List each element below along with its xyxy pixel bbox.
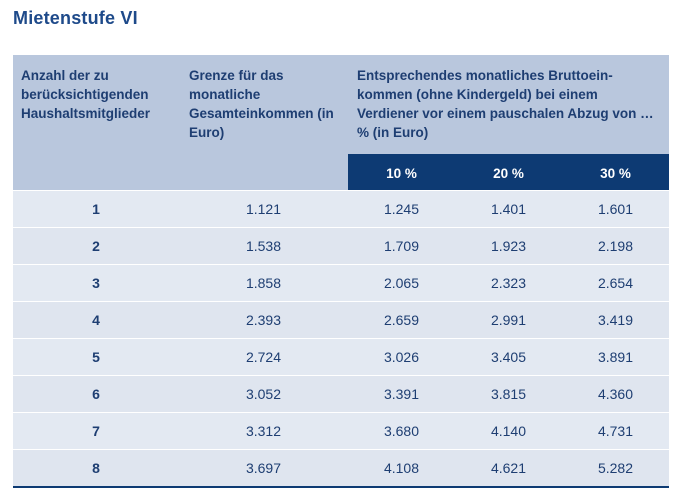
cell-limit: 3.052: [245, 386, 282, 402]
cell-p30: 1.601: [597, 201, 634, 217]
cell-members: 3: [92, 275, 100, 291]
header-pct-20: 20 %: [493, 166, 524, 181]
cell-members: 8: [92, 460, 100, 476]
header-deduction-percentages: 10 % 20 % 30 %: [348, 154, 669, 190]
cell-p30: 4.360: [597, 386, 634, 402]
cell-p20: 2.991: [490, 312, 527, 328]
cell-members: 7: [92, 423, 100, 439]
cell-p20: 3.815: [490, 386, 527, 402]
table-row: 3 1.858 2.065 2.323 2.654: [13, 264, 669, 301]
cell-p30: 2.654: [597, 275, 634, 291]
cell-p10: 3.026: [383, 349, 420, 365]
cell-members: 1: [92, 201, 100, 217]
table-row: 2 1.538 1.709 1.923 2.198: [13, 227, 669, 264]
cell-p10: 3.391: [383, 386, 420, 402]
cell-limit: 1.538: [245, 238, 282, 254]
cell-p30: 2.198: [597, 238, 634, 254]
table-row: 7 3.312 3.680 4.140 4.731: [13, 412, 669, 449]
table-row: 1 1.121 1.245 1.401 1.601: [13, 190, 669, 227]
cell-p10: 2.659: [383, 312, 420, 328]
cell-p30: 3.419: [597, 312, 634, 328]
cell-p20: 2.323: [490, 275, 527, 291]
cell-limit: 1.858: [245, 275, 282, 291]
table-row: 6 3.052 3.391 3.815 4.360: [13, 375, 669, 412]
cell-limit: 3.312: [245, 423, 282, 439]
cell-p10: 4.108: [383, 460, 420, 476]
header-pct-30: 30 %: [600, 166, 631, 181]
table-bottom-rule: [13, 486, 669, 488]
cell-p20: 1.401: [490, 201, 527, 217]
income-limit-table: Anzahl der zu berücksichtigenden Haushal…: [13, 55, 669, 488]
table-header: Anzahl der zu berücksichtigenden Haushal…: [13, 55, 669, 190]
cell-p30: 5.282: [597, 460, 634, 476]
page-title: Mietenstufe VI: [13, 8, 138, 28]
cell-p10: 2.065: [383, 275, 420, 291]
table-row: 5 2.724 3.026 3.405 3.891: [13, 338, 669, 375]
cell-members: 5: [92, 349, 100, 365]
cell-p20: 3.405: [490, 349, 527, 365]
cell-members: 4: [92, 312, 100, 328]
cell-p10: 1.709: [383, 238, 420, 254]
header-income-limit: Grenze für das monatliche Gesamteinkomme…: [189, 68, 334, 140]
table-row: 4 2.393 2.659 2.991 3.419: [13, 301, 669, 338]
table-row: 8 3.697 4.108 4.621 5.282: [13, 449, 669, 486]
table-body: 1 1.121 1.245 1.401 1.601 2 1.538 1.709 …: [13, 190, 669, 486]
cell-limit: 2.724: [245, 349, 282, 365]
header-pct-10: 10 %: [386, 166, 417, 181]
cell-members: 6: [92, 386, 100, 402]
cell-p20: 1.923: [490, 238, 527, 254]
cell-p10: 3.680: [383, 423, 420, 439]
cell-members: 2: [92, 238, 100, 254]
header-gross-income: Entsprechendes monatliches Bruttoein-kom…: [357, 68, 654, 140]
cell-limit: 2.393: [245, 312, 282, 328]
cell-limit: 3.697: [245, 460, 282, 476]
cell-limit: 1.121: [245, 201, 282, 217]
cell-p20: 4.621: [490, 460, 527, 476]
cell-p10: 1.245: [383, 201, 420, 217]
header-members: Anzahl der zu berücksichtigenden Haushal…: [21, 68, 151, 121]
cell-p20: 4.140: [490, 423, 527, 439]
cell-p30: 4.731: [597, 423, 634, 439]
cell-p30: 3.891: [597, 349, 634, 365]
